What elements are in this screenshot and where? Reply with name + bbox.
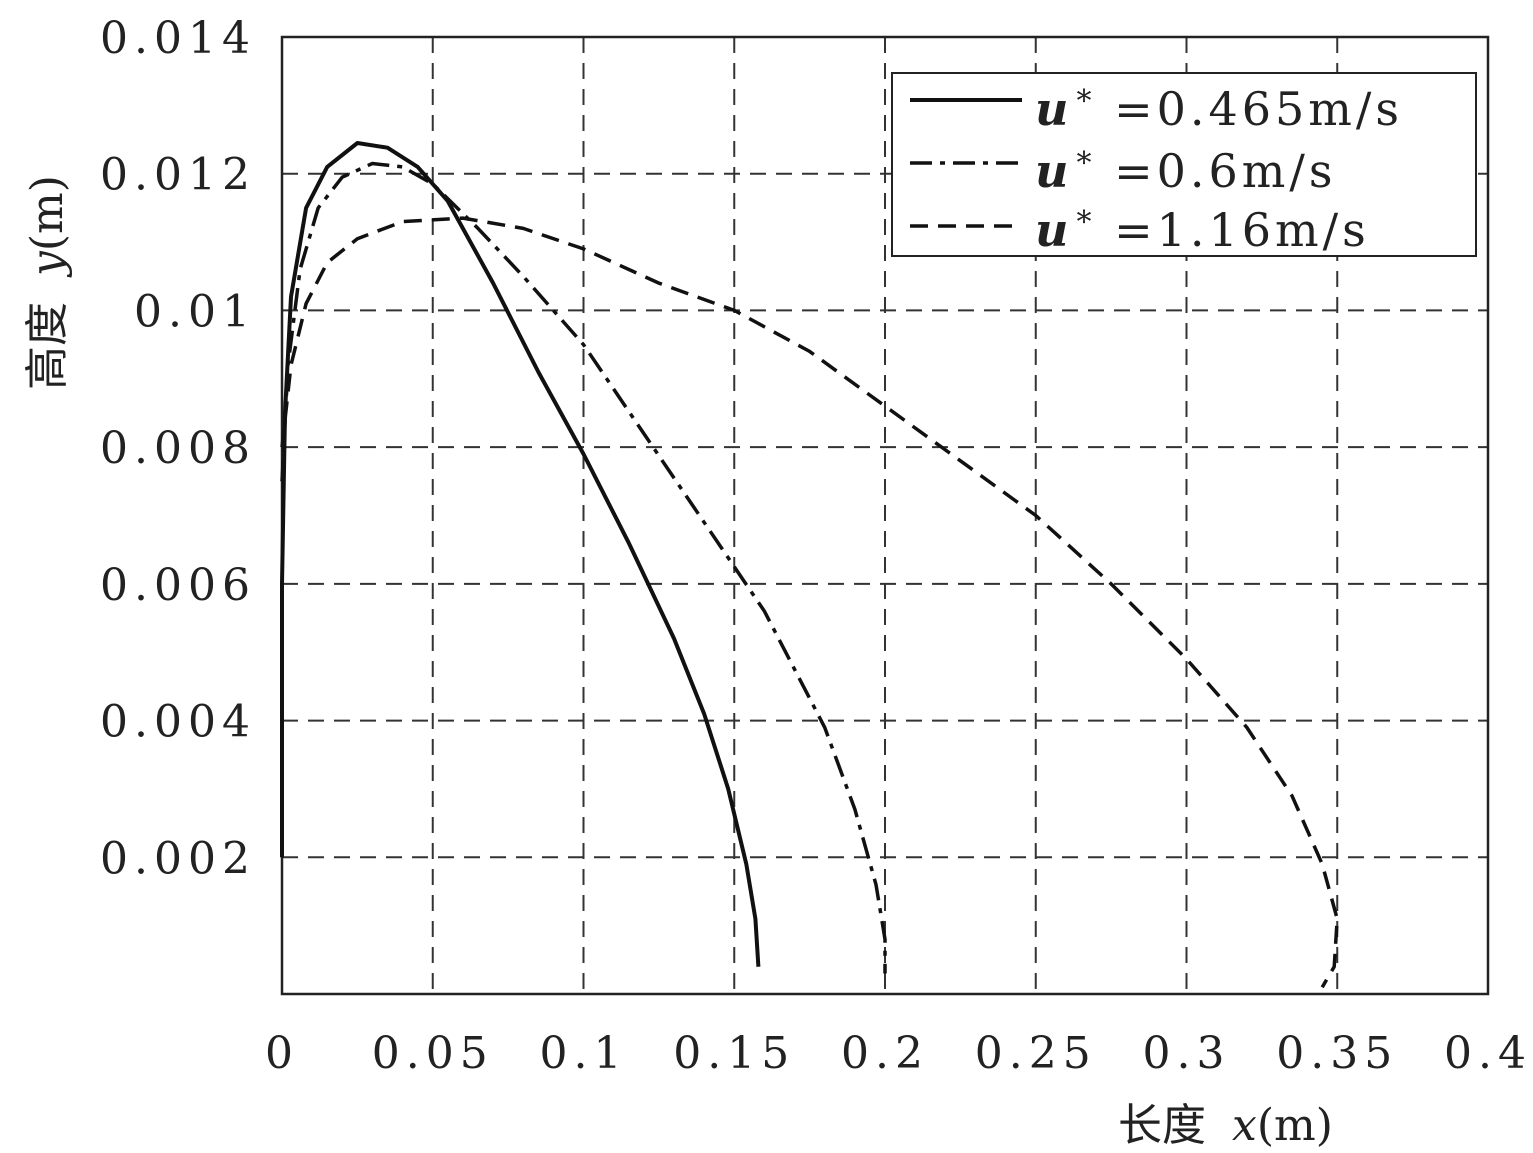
- series-line-dashdot: [280, 161, 887, 974]
- y-tick-label: 0.002: [100, 833, 256, 884]
- legend-entry-2-rest: =0.6m/s: [1095, 144, 1336, 198]
- legend-entry-1-rest: =0.465m/s: [1095, 82, 1403, 136]
- x-axis-label-var: x: [1232, 1100, 1257, 1151]
- x-axis-label: 长度 x(m): [1118, 1100, 1333, 1151]
- series-group: [280, 141, 1339, 989]
- y-axis-label-unit: (m): [22, 175, 73, 251]
- x-axis-label-unit: (m): [1257, 1100, 1333, 1151]
- y-axis-label: 高度 y(m): [22, 175, 73, 390]
- legend-entry-1-sup: *: [1076, 84, 1095, 119]
- x-tick-labels: 0 0.05 0.1 0.15 0.2 0.25 0.3 0.35 0.4: [265, 1028, 1532, 1079]
- legend-entry-2-var: u: [1035, 144, 1072, 198]
- x-tick-label: 0.4: [1444, 1028, 1532, 1079]
- y-axis-label-prefix: 高度: [22, 302, 73, 390]
- y-tick-label: 0.008: [100, 423, 256, 474]
- legend-entry-3-rest: =1.16m/s: [1095, 203, 1369, 257]
- legend-entry-2: u * =0.6m/s: [1035, 144, 1337, 198]
- x-tick-label: 0.3: [1143, 1028, 1231, 1079]
- y-tick-labels: 0.002 0.004 0.006 0.008 0.01 0.012 0.014: [100, 13, 256, 884]
- x-tick-label: 0.25: [975, 1028, 1097, 1079]
- legend-entry-1: u * =0.465m/s: [1035, 82, 1403, 136]
- x-axis-label-prefix: 长度: [1118, 1100, 1206, 1151]
- legend: u * =0.465m/s u * =0.6m/s u * =1.16m/s: [891, 72, 1477, 257]
- legend-entry-3: u * =1.16m/s: [1035, 203, 1370, 257]
- legend-entry-2-sup: *: [1076, 146, 1095, 181]
- legend-entry-3-var: u: [1035, 203, 1072, 257]
- y-tick-label: 0.012: [100, 150, 256, 201]
- y-tick-label: 0.01: [134, 286, 256, 337]
- y-tick-label: 0.014: [100, 13, 256, 64]
- y-tick-label: 0.004: [100, 697, 256, 748]
- legend-entry-3-sup: *: [1076, 205, 1095, 240]
- series-line-solid: [280, 141, 761, 967]
- legend-box: [891, 72, 1477, 257]
- series-line-dashed: [280, 216, 1339, 989]
- y-axis-label-var: y: [22, 250, 73, 278]
- x-tick-label: 0.05: [372, 1028, 494, 1079]
- legend-entry-1-var: u: [1035, 82, 1072, 136]
- x-tick-label: 0.2: [841, 1028, 929, 1079]
- y-tick-label: 0.006: [100, 560, 256, 611]
- x-tick-label: 0.1: [540, 1028, 628, 1079]
- x-tick-label: 0: [265, 1028, 299, 1079]
- x-tick-label: 0.15: [673, 1028, 795, 1079]
- x-tick-label: 0.35: [1276, 1028, 1398, 1079]
